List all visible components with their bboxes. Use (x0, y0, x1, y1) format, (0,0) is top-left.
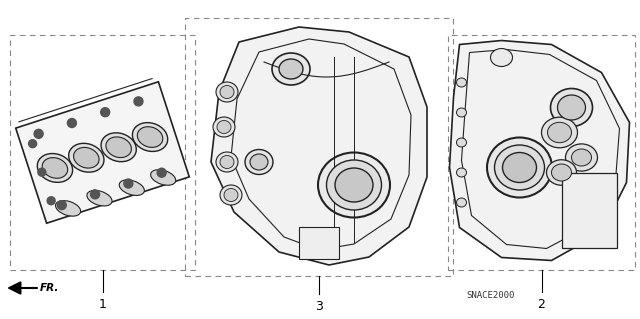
Ellipse shape (502, 152, 536, 182)
Ellipse shape (68, 143, 104, 172)
Polygon shape (449, 41, 630, 261)
Ellipse shape (490, 48, 513, 66)
Ellipse shape (101, 133, 136, 162)
Ellipse shape (326, 160, 381, 210)
Ellipse shape (216, 152, 238, 172)
Ellipse shape (37, 153, 72, 182)
Ellipse shape (250, 154, 268, 170)
Ellipse shape (557, 95, 586, 120)
Text: 3: 3 (315, 300, 323, 313)
Ellipse shape (456, 198, 467, 207)
Ellipse shape (224, 189, 238, 202)
Ellipse shape (220, 85, 234, 99)
Ellipse shape (279, 59, 303, 79)
Ellipse shape (541, 117, 577, 148)
Polygon shape (299, 227, 339, 259)
Circle shape (134, 97, 143, 106)
Circle shape (157, 168, 166, 177)
Circle shape (67, 119, 76, 128)
Text: SNACE2000: SNACE2000 (466, 291, 515, 300)
Ellipse shape (217, 121, 231, 133)
Ellipse shape (547, 122, 572, 143)
Circle shape (47, 197, 55, 205)
Ellipse shape (216, 82, 238, 102)
Ellipse shape (150, 170, 176, 185)
Ellipse shape (456, 108, 467, 117)
Ellipse shape (220, 155, 234, 168)
Bar (10, 35, 195, 270)
Text: 2: 2 (538, 298, 545, 311)
Polygon shape (561, 173, 616, 248)
Circle shape (100, 108, 109, 117)
Ellipse shape (456, 138, 467, 147)
Bar (448, 35, 635, 270)
Polygon shape (16, 82, 189, 223)
Ellipse shape (119, 180, 145, 196)
Ellipse shape (318, 152, 390, 218)
Ellipse shape (552, 164, 572, 181)
Ellipse shape (487, 137, 552, 197)
Ellipse shape (213, 117, 235, 137)
Ellipse shape (456, 168, 467, 177)
Ellipse shape (56, 201, 81, 216)
Ellipse shape (335, 168, 373, 202)
Ellipse shape (572, 149, 591, 166)
Ellipse shape (42, 158, 68, 178)
Circle shape (58, 201, 67, 210)
Ellipse shape (272, 53, 310, 85)
Text: FR.: FR. (40, 283, 60, 293)
Circle shape (91, 190, 100, 199)
Circle shape (29, 140, 36, 148)
Circle shape (34, 129, 43, 138)
Ellipse shape (495, 145, 545, 190)
Ellipse shape (566, 144, 598, 171)
Ellipse shape (132, 122, 168, 152)
Polygon shape (211, 27, 427, 265)
Ellipse shape (106, 137, 131, 158)
Circle shape (124, 179, 133, 188)
Ellipse shape (547, 160, 577, 185)
Ellipse shape (456, 78, 467, 87)
Ellipse shape (220, 185, 242, 205)
Text: 1: 1 (99, 298, 106, 311)
Ellipse shape (138, 127, 163, 147)
Ellipse shape (74, 147, 99, 168)
Bar (185, 18, 453, 276)
Ellipse shape (245, 150, 273, 174)
Ellipse shape (550, 88, 593, 127)
Ellipse shape (87, 190, 112, 206)
Circle shape (38, 168, 46, 176)
